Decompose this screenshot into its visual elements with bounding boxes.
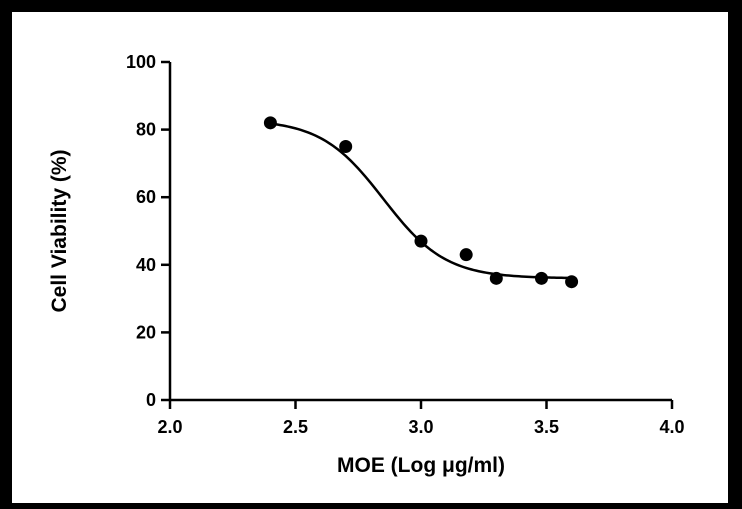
data-point [534,271,548,285]
data-point [339,140,353,153]
axes [168,62,672,402]
y-tick-label: 60 [136,187,156,207]
data-point [565,275,579,289]
y-tick-label: 100 [126,52,156,72]
data-point [489,271,503,285]
x-tick-label: 2.5 [283,417,308,437]
y-tick-label: 0 [146,390,156,410]
y-tick-label: 20 [136,322,156,342]
data-point [459,248,473,262]
x-axis-title: MOE (Log μg/ml) [337,454,505,477]
y-axis-ticks: 0 20 40 60 80 100 [126,52,170,410]
x-axis-ticks: 2.0 2.5 3.0 3.5 4.0 [157,400,685,437]
x-tick-label: 3.0 [408,417,433,437]
y-tick-label: 80 [136,120,156,140]
data-point [414,234,428,248]
fit-curve [270,122,572,280]
x-tick-label: 4.0 [659,417,684,437]
data-point [263,116,277,130]
y-tick-label: 40 [136,255,156,275]
data-points [263,116,579,289]
y-axis-title: Cell Viability (%) [48,150,71,313]
x-tick-label: 3.5 [534,417,559,437]
x-tick-label: 2.0 [157,417,182,437]
